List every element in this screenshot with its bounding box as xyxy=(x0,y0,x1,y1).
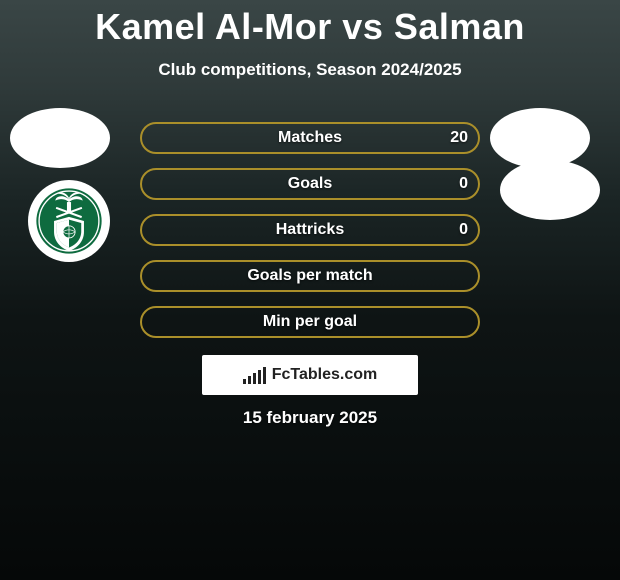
stat-pill: Goals per match xyxy=(140,260,480,292)
player2-avatar-1 xyxy=(490,108,590,168)
player1-avatar-1 xyxy=(10,108,110,168)
stat-value-right: 0 xyxy=(459,216,468,244)
stat-label: Min per goal xyxy=(142,308,478,336)
stat-pill: Goals0 xyxy=(140,168,480,200)
stat-pill: Matches20 xyxy=(140,122,480,154)
stat-label: Hattricks xyxy=(142,216,478,244)
stat-label: Matches xyxy=(142,124,478,152)
stat-pill: Hattricks0 xyxy=(140,214,480,246)
chart-bars-icon xyxy=(243,366,266,384)
stat-pill: Min per goal xyxy=(140,306,480,338)
stat-value-right: 0 xyxy=(459,170,468,198)
stat-value-right: 20 xyxy=(450,124,468,152)
stat-label: Goals xyxy=(142,170,478,198)
watermark: FcTables.com xyxy=(202,355,418,395)
stats-list: Matches20Goals0Hattricks0Goals per match… xyxy=(140,122,480,338)
club-badge xyxy=(28,180,110,262)
stat-label: Goals per match xyxy=(142,262,478,290)
page-title: Kamel Al-Mor vs Salman xyxy=(0,0,620,48)
player2-avatar-2 xyxy=(500,160,600,220)
club-badge-icon xyxy=(35,187,103,255)
page-subtitle: Club competitions, Season 2024/2025 xyxy=(0,60,620,80)
watermark-label: FcTables.com xyxy=(272,366,378,384)
date-label: 15 february 2025 xyxy=(0,408,620,428)
